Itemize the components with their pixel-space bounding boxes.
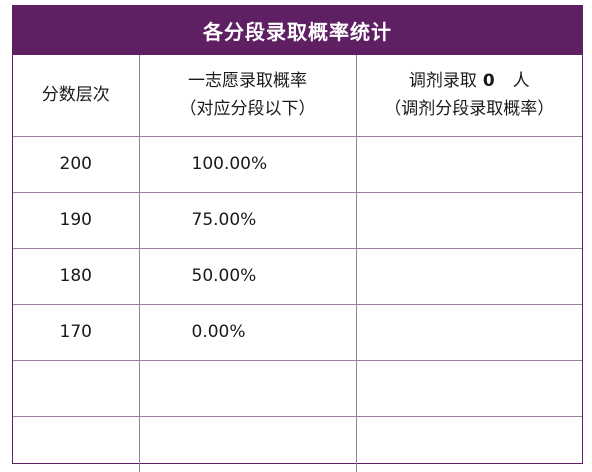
first-choice-rate-cell — [139, 360, 357, 417]
first-choice-rate-cell: 100.00% — [139, 136, 357, 193]
header-adjustment-note: （调剂分段录取概率） — [384, 99, 555, 120]
adjust-rate-cell — [356, 136, 582, 193]
score-cell: 190 — [13, 192, 140, 249]
score-cell: 170 — [13, 304, 140, 361]
table-title: 各分段录取概率统计 — [13, 6, 582, 55]
header-first-choice: 一志愿录取概率 （对应分段以下） — [139, 55, 357, 137]
header-adjustment-line1: 调剂录取 0 人 — [357, 67, 583, 95]
adjust-rate-cell — [356, 304, 582, 361]
header-adjustment: 调剂录取 0 人 （调剂分段录取概率） — [356, 55, 583, 137]
first-choice-rate-cell: 0.00% — [139, 304, 357, 361]
adjustment-count: 0 — [482, 71, 495, 92]
adjust-rate-cell — [356, 416, 582, 472]
adjust-rate-cell — [356, 360, 582, 417]
table-row: 180 50.00% — [13, 248, 582, 305]
score-cell: 200 — [13, 136, 140, 193]
header-row: 分数层次 一志愿录取概率 （对应分段以下） 调剂录取 0 人 （调剂分段录取概率） — [13, 55, 583, 137]
header-adjustment-prefix: 调剂录取 — [408, 71, 477, 92]
first-choice-rate-cell: 50.00% — [139, 248, 357, 305]
header-first-choice-note: （对应分段以下） — [179, 99, 316, 120]
header-adjustment-suffix: 人 — [512, 71, 530, 92]
header-first-choice-label: 一志愿录取概率 — [188, 71, 307, 92]
adjust-rate-cell — [356, 192, 582, 249]
table-row: 200 100.00% — [13, 136, 582, 193]
adjust-rate-cell — [356, 248, 582, 305]
header-score-level: 分数层次 — [13, 55, 140, 137]
admission-probability-table: 各分段录取概率统计 分数层次 一志愿录取概率 （对应分段以下） 调剂录取 0 人 （… — [12, 5, 583, 472]
probability-grid: 分数层次 一志愿录取概率 （对应分段以下） 调剂录取 0 人 （调剂分段录取概率） … — [13, 55, 582, 472]
table-row — [13, 360, 582, 417]
table-row: 190 75.00% — [13, 192, 582, 249]
header-score-level-label: 分数层次 — [41, 85, 110, 106]
first-choice-rate-cell — [139, 416, 357, 472]
score-cell — [13, 416, 140, 472]
score-cell: 180 — [13, 248, 140, 305]
score-cell — [13, 360, 140, 417]
table-row: 170 0.00% — [13, 304, 582, 361]
table-row — [13, 416, 582, 472]
first-choice-rate-cell: 75.00% — [139, 192, 357, 249]
